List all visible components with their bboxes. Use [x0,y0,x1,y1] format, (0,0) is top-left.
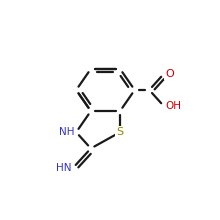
Text: HN: HN [56,163,71,173]
Text: O: O [165,69,174,79]
Text: NH: NH [59,127,75,137]
Text: OH: OH [165,101,182,111]
Text: S: S [117,127,124,137]
